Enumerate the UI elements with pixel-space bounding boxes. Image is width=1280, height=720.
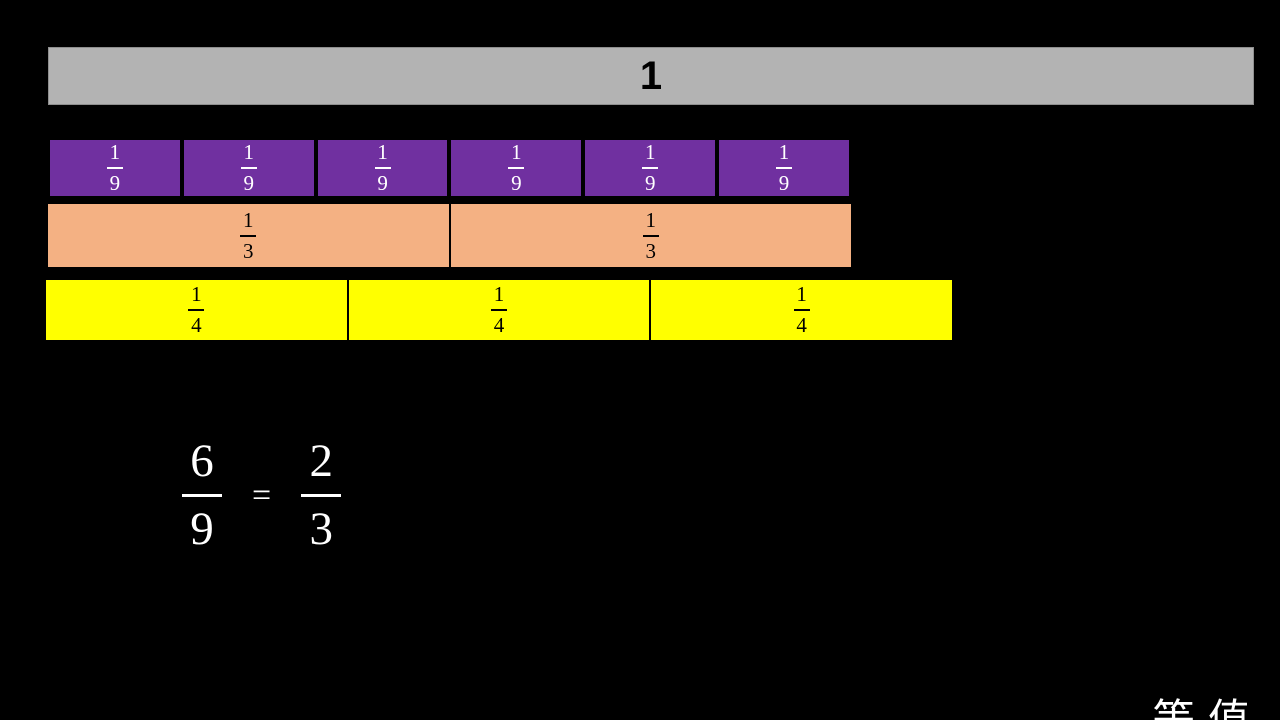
numerator: 1 bbox=[511, 140, 522, 164]
fraction-bar bbox=[374, 167, 391, 169]
denominator: 9 bbox=[190, 503, 214, 555]
numerator: 2 bbox=[309, 435, 333, 487]
fraction: 1 3 bbox=[240, 207, 257, 263]
numerator: 1 bbox=[377, 140, 388, 164]
fraction: 1 3 bbox=[642, 207, 659, 263]
ninths-bar: 1 9 1 9 1 9 1 9 bbox=[48, 138, 851, 198]
fraction: 1 9 bbox=[374, 140, 391, 195]
fraction-bar bbox=[508, 167, 525, 169]
denominator: 9 bbox=[109, 171, 121, 195]
fraction: 1 9 bbox=[508, 140, 525, 195]
ninth-segment: 1 9 bbox=[48, 138, 182, 198]
fraction-bar bbox=[491, 309, 507, 311]
fraction-bar bbox=[240, 234, 257, 237]
whole-bar: 1 bbox=[48, 47, 1254, 105]
rhs-fraction: 2 3 bbox=[301, 435, 342, 555]
numerator: 1 bbox=[243, 140, 254, 164]
numerator: 6 bbox=[190, 435, 214, 487]
denominator: 9 bbox=[778, 171, 790, 195]
watermark-line-1: 等 值 bbox=[1152, 694, 1250, 720]
fraction-bar bbox=[188, 309, 205, 311]
fraction-bar bbox=[240, 167, 257, 169]
equivalence-equation: 6 9 = 2 3 bbox=[182, 435, 342, 555]
fraction-bar bbox=[182, 494, 222, 497]
denominator: 4 bbox=[796, 313, 807, 337]
fourth-segment: 1 4 bbox=[346, 280, 650, 340]
third-segment: 1 3 bbox=[448, 204, 851, 267]
thirds-bar: 1 3 1 3 bbox=[48, 204, 851, 267]
fourth-segment: 1 4 bbox=[649, 280, 953, 340]
denominator: 4 bbox=[493, 313, 505, 337]
denominator: 3 bbox=[309, 503, 333, 555]
third-segment: 1 3 bbox=[48, 204, 449, 267]
fraction: 1 4 bbox=[188, 282, 205, 337]
whole-bar-label: 1 bbox=[639, 54, 663, 98]
fraction: 1 9 bbox=[642, 140, 659, 195]
fraction-bar bbox=[642, 234, 659, 237]
numerator: 1 bbox=[191, 282, 202, 306]
ninth-segment: 1 9 bbox=[583, 138, 718, 198]
numerator: 1 bbox=[645, 207, 657, 232]
fraction: 1 4 bbox=[491, 284, 507, 336]
fourths-bar: 1 4 1 4 1 4 bbox=[46, 280, 953, 340]
denominator: 3 bbox=[645, 238, 657, 263]
ninth-segment: 1 9 bbox=[449, 138, 584, 198]
equals-sign: = bbox=[252, 476, 272, 514]
denominator: 4 bbox=[191, 313, 202, 337]
lhs-fraction: 6 9 bbox=[182, 438, 222, 553]
ninth-segment: 1 9 bbox=[717, 138, 851, 198]
denominator: 3 bbox=[243, 238, 254, 263]
fraction: 1 9 bbox=[106, 140, 123, 195]
fraction-bar bbox=[776, 167, 793, 169]
numerator: 1 bbox=[778, 140, 790, 164]
numerator: 1 bbox=[644, 140, 656, 164]
ninth-segment: 1 9 bbox=[315, 138, 450, 198]
numerator: 1 bbox=[109, 140, 121, 164]
denominator: 9 bbox=[511, 171, 522, 195]
denominator: 9 bbox=[377, 171, 388, 195]
denominator: 9 bbox=[243, 171, 254, 195]
fraction-bar bbox=[301, 494, 342, 497]
fraction: 1 9 bbox=[240, 140, 257, 195]
numerator: 1 bbox=[243, 207, 254, 232]
numerator: 1 bbox=[796, 282, 807, 306]
ninth-segment: 1 9 bbox=[181, 138, 316, 198]
fraction: 1 9 bbox=[776, 140, 793, 195]
fraction-bar bbox=[642, 167, 659, 169]
fraction-bar bbox=[793, 309, 810, 311]
fraction-bar bbox=[106, 167, 123, 169]
fraction: 1 4 bbox=[793, 282, 810, 337]
topic-watermark: 等 值 分 數 bbox=[1153, 554, 1250, 720]
numerator: 1 bbox=[493, 282, 505, 306]
denominator: 9 bbox=[644, 171, 656, 195]
fourth-segment: 1 4 bbox=[46, 280, 347, 340]
